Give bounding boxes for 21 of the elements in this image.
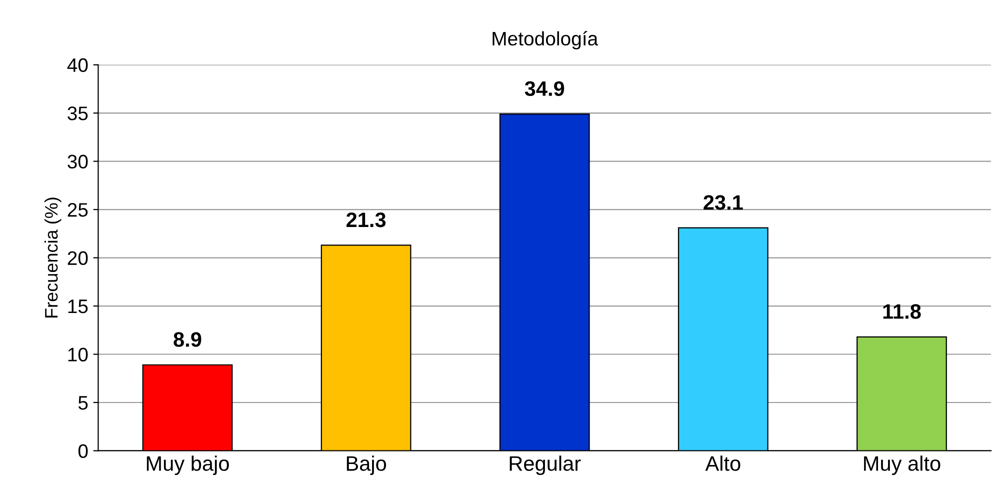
data-label: 23.1 — [704, 195, 743, 210]
y-tick-label: 5 — [78, 396, 88, 410]
y-tick-label: 40 — [67, 58, 88, 72]
y-axis-title: Frecuencia (%) — [44, 198, 62, 318]
x-tick-label: Alto — [705, 456, 740, 471]
x-tick-label: Bajo — [346, 456, 386, 476]
y-tick-label: 20 — [68, 251, 88, 266]
data-label: 21.3 — [346, 212, 386, 228]
y-tick-label: 0 — [78, 444, 88, 458]
chart-title: Metodología — [492, 31, 598, 50]
data-label: 11.8 — [883, 304, 921, 319]
data-label: 34.9 — [524, 81, 564, 96]
y-tick-label: 35 — [68, 106, 88, 120]
y-tick-label: 10 — [68, 348, 88, 362]
x-tick-label: Muy bajo — [146, 456, 229, 476]
y-tick-label: 25 — [68, 203, 88, 217]
y-tick-label: 30 — [68, 154, 88, 169]
y-tick-label: 15 — [68, 300, 88, 314]
x-tick-label: Muy alto — [864, 456, 940, 476]
x-tick-label: Regular — [510, 456, 581, 476]
data-label: 8.9 — [174, 332, 202, 347]
